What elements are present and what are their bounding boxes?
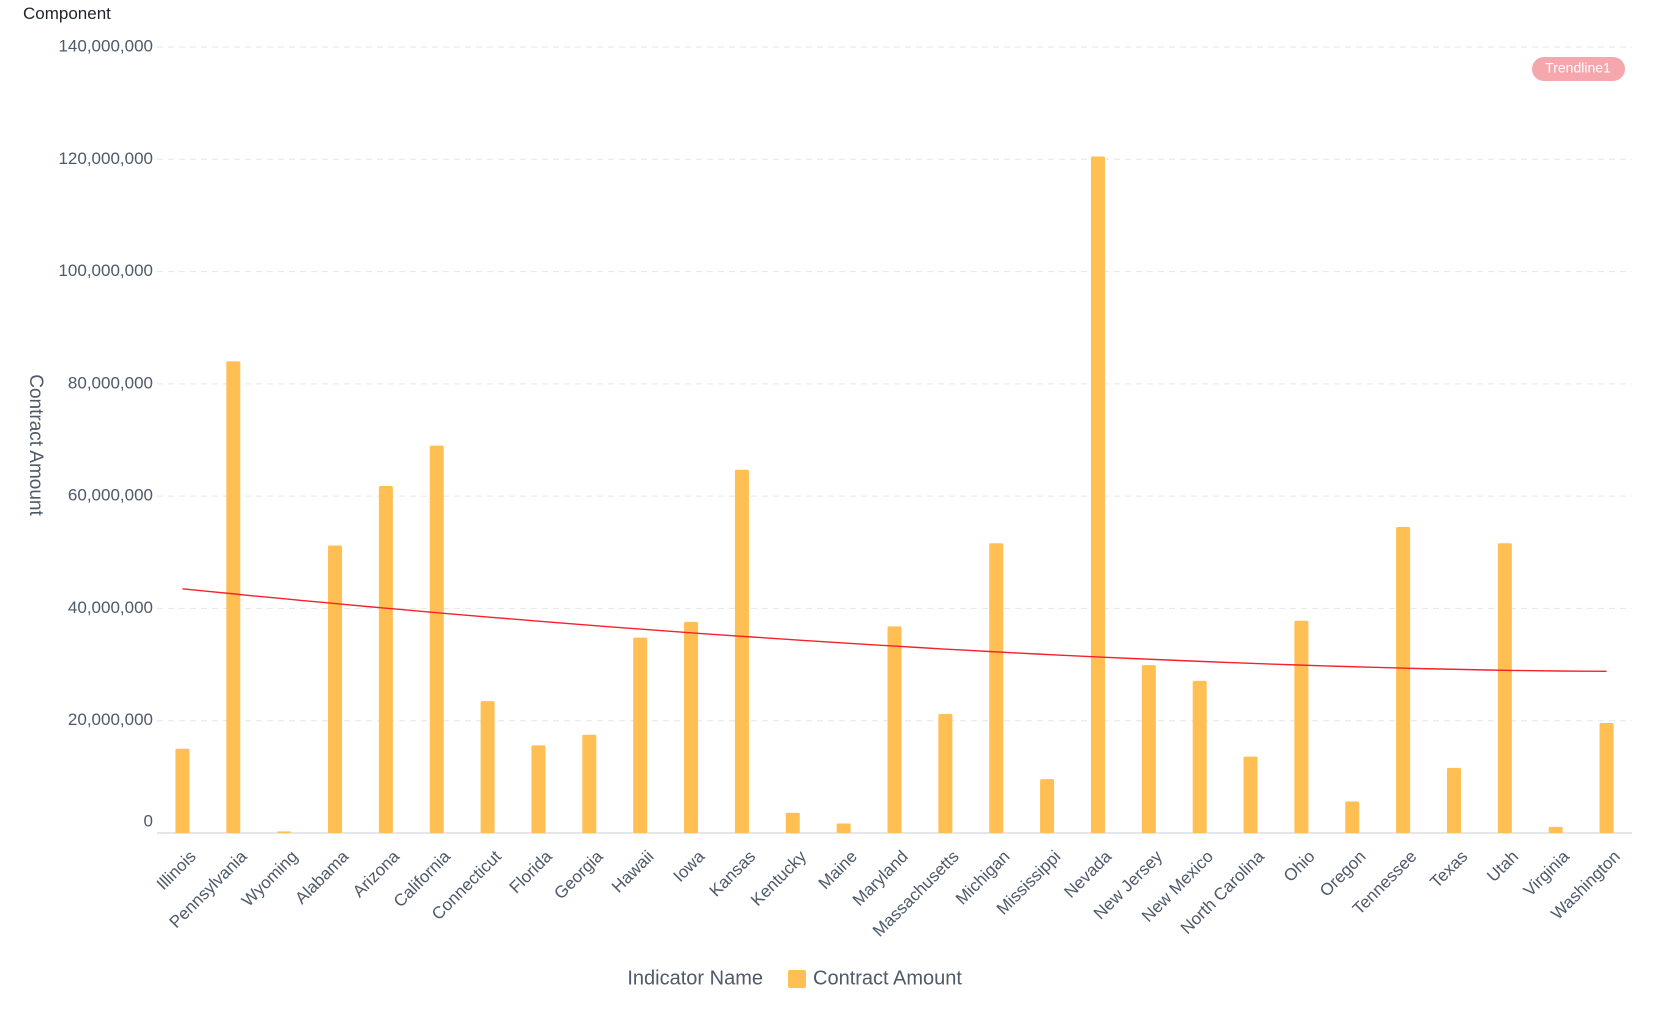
bar: [1243, 756, 1258, 833]
bar: [429, 445, 444, 833]
bar: [1548, 826, 1563, 833]
bar: [277, 831, 292, 833]
bar: [633, 637, 648, 833]
bar: [887, 626, 902, 833]
bar: [1090, 156, 1105, 833]
x-tick-label: Hawaii: [608, 847, 658, 897]
bar: [1599, 722, 1614, 833]
bar: [226, 361, 241, 833]
x-tick-label: Florida: [506, 846, 557, 897]
x-tick-label: Illinois: [153, 847, 200, 894]
x-tick-label: Texas: [1426, 847, 1471, 892]
x-tick-label: Maine: [815, 847, 861, 893]
bar: [1141, 665, 1156, 833]
y-tick-label: 120,000,000: [58, 149, 153, 168]
bar: [378, 486, 393, 833]
x-tick-label: Georgia: [550, 846, 607, 903]
bar: [531, 745, 546, 833]
bar: [328, 545, 343, 833]
bar: [1040, 779, 1055, 833]
bar: [582, 734, 597, 833]
bar: [1446, 767, 1461, 833]
panel-title: Component: [23, 4, 111, 23]
x-tick-label: Ohio: [1280, 847, 1319, 886]
legend-title: Indicator Name: [627, 967, 763, 989]
bar: [175, 748, 190, 833]
x-tick-label: Iowa: [670, 847, 709, 886]
y-tick-label: 0: [144, 811, 153, 830]
y-tick-label: 40,000,000: [68, 598, 153, 617]
trendline: [182, 588, 1607, 672]
x-tick-label: Alabama: [291, 847, 352, 908]
legend-swatch: [788, 970, 806, 988]
x-tick-label: Kentucky: [747, 847, 810, 910]
bar: [684, 621, 699, 833]
trendline-badge-label: Trendline1: [1545, 60, 1611, 76]
y-tick-label: 100,000,000: [58, 261, 153, 280]
y-tick-label: 20,000,000: [68, 710, 153, 729]
bar: [1294, 620, 1309, 833]
bar: [1192, 680, 1207, 833]
trendline-badge: [1532, 57, 1625, 81]
y-tick-label: 140,000,000: [58, 36, 153, 55]
bar: [989, 543, 1004, 833]
x-tick-label: Utah: [1483, 847, 1522, 886]
bar: [1497, 543, 1512, 833]
bar: [836, 823, 851, 833]
bar: [734, 469, 749, 833]
bar: [1396, 527, 1411, 833]
bar: [480, 701, 495, 833]
y-tick-label: 60,000,000: [68, 486, 153, 505]
y-axis-title: Contract Amount: [25, 374, 46, 516]
bar: [1345, 801, 1360, 833]
bar: [785, 812, 800, 833]
legend-item-label: Contract Amount: [813, 967, 962, 989]
y-tick-label: 80,000,000: [68, 373, 153, 392]
bar: [938, 713, 953, 833]
x-tick-label: Wyoming: [238, 847, 301, 910]
